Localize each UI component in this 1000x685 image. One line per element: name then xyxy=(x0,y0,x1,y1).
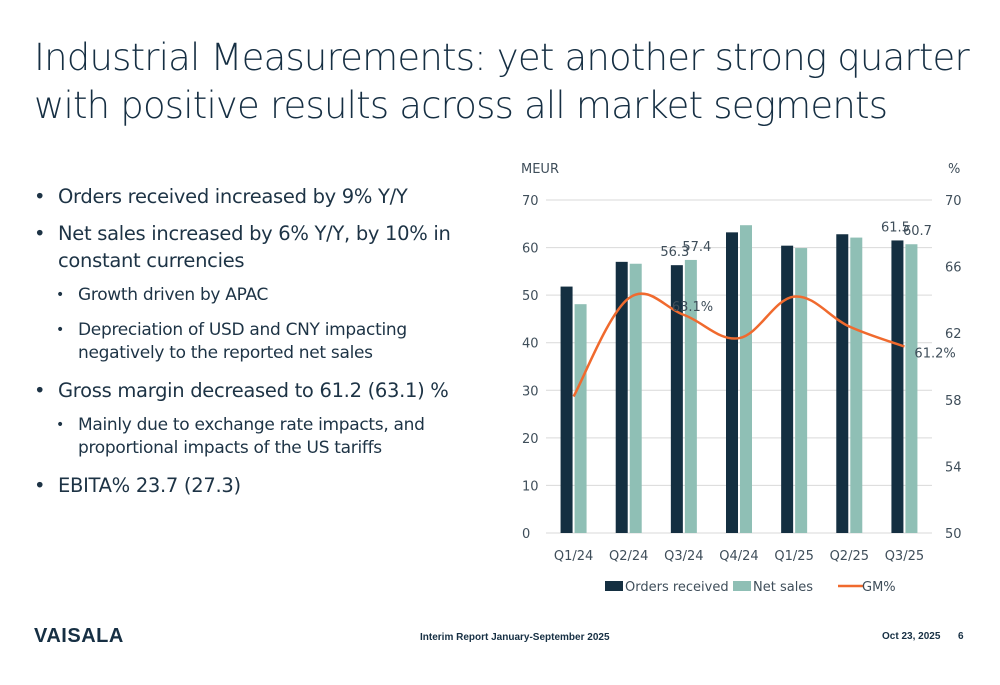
vaisala-logo: VAISALA xyxy=(34,625,124,647)
y-tick-label: 60 xyxy=(522,242,539,257)
data-label: 61.2% xyxy=(914,347,955,362)
bullet-ebita: EBITA% 23.7 (27.3) xyxy=(34,472,479,499)
y2-tick-label: 70 xyxy=(945,194,962,209)
x-tick-label: Q2/24 xyxy=(609,549,648,564)
y-tick-label: 50 xyxy=(522,289,539,304)
sub-bullet-exchange-rate: Mainly due to exchange rate impacts, and… xyxy=(34,414,479,460)
data-label: 56.3 xyxy=(660,245,689,260)
bullet-orders: Orders received increased by 9% Y/Y xyxy=(34,183,479,210)
orders-bar-q1-24 xyxy=(560,286,573,533)
slide-title-line-1: Industrial Measurements: yet another str… xyxy=(34,36,970,79)
y-tick-label: 30 xyxy=(522,384,539,399)
net-sales-bar-q3-25 xyxy=(905,244,918,533)
y2-tick-label: 58 xyxy=(945,394,962,409)
legend-label: GM% xyxy=(862,580,896,595)
bullet-list: Orders received increased by 9% Y/Y Net … xyxy=(34,183,479,509)
x-tick-label: Q3/25 xyxy=(885,549,924,564)
y2-axis-title: % xyxy=(948,162,960,177)
y-tick-label: 0 xyxy=(522,527,530,542)
net-sales-bar-q4-24 xyxy=(740,225,752,533)
x-tick-label: Q1/24 xyxy=(554,549,593,564)
y-tick-label: 20 xyxy=(522,432,539,447)
net-sales-bar-q3-24 xyxy=(684,259,697,533)
data-label: 63.1% xyxy=(672,300,713,315)
data-label: 61.5 xyxy=(881,220,910,235)
bullet-net-sales: Net sales increased by 6% Y/Y, by 10% in… xyxy=(34,220,479,274)
slide-title: Industrial Measurements: yet another str… xyxy=(34,34,974,130)
x-tick-label: Q4/24 xyxy=(719,549,758,564)
gm-percent-line xyxy=(572,292,905,398)
net-sales-bar-q2-24 xyxy=(629,263,642,533)
x-tick-label: Q3/24 xyxy=(664,549,703,564)
x-tick-label: Q1/25 xyxy=(774,549,813,564)
y-tick-label: 40 xyxy=(522,337,539,352)
net-sales-bar-q1-25 xyxy=(795,248,808,533)
y-axis-title: MEUR xyxy=(521,162,559,177)
legend-swatch-1 xyxy=(733,581,751,591)
y-tick-label: 10 xyxy=(522,479,539,494)
data-label: 60.7 xyxy=(903,224,932,239)
slide-title-line-2: with positive results across all market … xyxy=(34,84,888,127)
net-sales-bar-q2-25 xyxy=(850,237,863,533)
y2-tick-label: 62 xyxy=(945,327,962,342)
sub-bullet-depreciation: Depreciation of USD and CNY impacting ne… xyxy=(34,319,479,365)
legend-label: Net sales xyxy=(753,580,813,595)
y2-tick-label: 66 xyxy=(945,261,962,276)
y2-tick-label: 54 xyxy=(945,460,962,475)
bullet-gross-margin: Gross margin decreased to 61.2 (63.1) % xyxy=(34,377,479,404)
data-label: 57.4 xyxy=(682,240,711,255)
orders-bar-q1-25 xyxy=(781,245,794,533)
footer-date: Oct 23, 2025 xyxy=(882,631,941,642)
orders-bar-q3-25 xyxy=(891,240,904,533)
x-tick-label: Q2/25 xyxy=(830,549,869,564)
orders-bar-q2-24 xyxy=(615,261,628,533)
orders-bar-q2-25 xyxy=(836,234,849,533)
legend-label: Orders received xyxy=(625,580,729,595)
y-tick-label: 70 xyxy=(522,194,539,209)
y2-tick-label: 50 xyxy=(945,527,962,542)
sub-bullet-apac: Growth driven by APAC xyxy=(34,284,479,307)
orders-bar-q4-24 xyxy=(726,232,738,533)
legend-swatch-0 xyxy=(605,581,623,591)
net-sales-bar-q1-24 xyxy=(574,304,587,533)
page-number: 6 xyxy=(958,631,964,642)
footer-report-title: Interim Report January-September 2025 xyxy=(420,632,610,643)
orders-bar-q3-24 xyxy=(670,265,683,533)
